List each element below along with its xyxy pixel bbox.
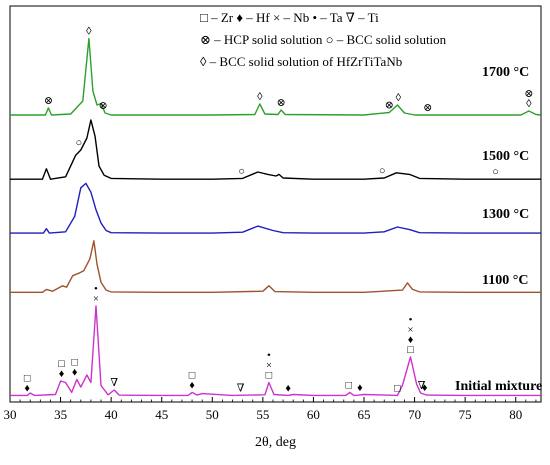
phase-marker: ∇ (237, 382, 245, 394)
phase-marker: ◊ (257, 91, 263, 103)
phase-marker: × (93, 293, 99, 305)
phase-marker: × (266, 360, 272, 372)
phase-marker: ○ (492, 166, 499, 178)
phase-marker: ∇ (418, 380, 426, 392)
phase-marker: ♦ (422, 382, 428, 394)
phase-marker: ○ (75, 137, 82, 149)
x-axis-title: 2θ, deg (255, 435, 296, 450)
series-label-initial-mixture: Initial mixture (455, 379, 542, 394)
phase-marker: ∇ (110, 377, 118, 389)
phase-marker: ♦ (357, 382, 363, 394)
phase-marker: □ (266, 370, 273, 382)
series-line-4 (10, 240, 541, 293)
phase-marker: □ (394, 382, 401, 394)
phase-marker: ♦ (24, 382, 30, 394)
series-line-1 (10, 37, 542, 116)
phase-marker: ○ (379, 165, 386, 177)
phase-marker: ◊ (396, 92, 402, 104)
series-line-5 (10, 305, 541, 397)
phase-marker: ◊ (526, 98, 532, 110)
x-tick-label: 45 (155, 407, 168, 422)
series-labels: 1700 °C 1500 °C 1300 °C 1100 °C Initial … (455, 65, 542, 394)
x-tick-label: 50 (206, 407, 219, 422)
legend-line-solid-solutions: ⊗ – HCP solid solution ○ – BCC solid sol… (200, 32, 447, 47)
phase-marker: ⊗ (276, 97, 285, 109)
phase-marker: ⊗ (524, 88, 533, 100)
phase-marker: ♦ (72, 367, 78, 379)
phase-marker: ♦ (285, 382, 291, 394)
plot-frame (9, 5, 542, 403)
series-label-1700: 1700 °C (482, 65, 529, 80)
phase-marker: • (94, 283, 98, 295)
phase-marker: ⊗ (385, 100, 394, 112)
phase-marker: ◊ (86, 26, 92, 38)
phase-marker: ♦ (189, 379, 195, 391)
series-line-3 (10, 182, 541, 234)
x-tick-label: 65 (358, 407, 371, 422)
phase-marker: × (407, 324, 413, 336)
x-tick-label: 35 (54, 407, 67, 422)
phase-marker: ♦ (408, 334, 414, 346)
phase-marker: □ (407, 344, 414, 356)
phase-marker: □ (71, 357, 78, 369)
phase-marker: □ (346, 379, 353, 391)
phase-marker: ⊗ (44, 95, 53, 107)
x-tick-label: 30 (4, 407, 17, 422)
series-group (10, 37, 542, 397)
x-tick-label: 55 (256, 407, 269, 422)
phase-marker: ⊗ (98, 100, 107, 112)
x-tick-label: 70 (408, 407, 421, 422)
legend: □ – Zr ♦ – Hf × – Nb • – Ta ∇ – Ti ⊗ – H… (200, 10, 447, 69)
legend-line-elements: □ – Zr ♦ – Hf × – Nb • – Ta ∇ – Ti (200, 10, 379, 25)
phase-marker: • (267, 350, 271, 362)
series-label-1300: 1300 °C (482, 207, 529, 222)
phase-marker: □ (24, 372, 31, 384)
series-label-1500: 1500 °C (482, 149, 529, 164)
phase-marker: ♦ (59, 368, 65, 380)
phase-marker: ○ (238, 165, 245, 177)
phase-marker: • (409, 314, 413, 326)
phase-marker: ⊗ (423, 102, 432, 114)
phase-marker: □ (189, 369, 196, 381)
x-axis: 30 35 40 45 50 55 60 65 70 75 80 (4, 397, 537, 422)
series-line-2 (10, 119, 541, 180)
legend-line-hea: ◊ – BCC solid solution of HfZrTiTaNb (200, 54, 402, 69)
x-tick-label: 80 (509, 407, 522, 422)
phase-markers: ♦□ ♦□♦□×•∇ ♦□∇□×•♦ □ ♦ □□♦×•∇♦⊗◊⊗◊ ⊗ ⊗◊⊗ ◊⊗○○ ○ ○ (24, 26, 534, 395)
x-tick-label: 75 (459, 407, 472, 422)
x-tick-label: 60 (307, 407, 320, 422)
x-tick-label: 40 (105, 407, 118, 422)
phase-marker: □ (58, 358, 65, 370)
series-label-1100: 1100 °C (482, 273, 528, 288)
